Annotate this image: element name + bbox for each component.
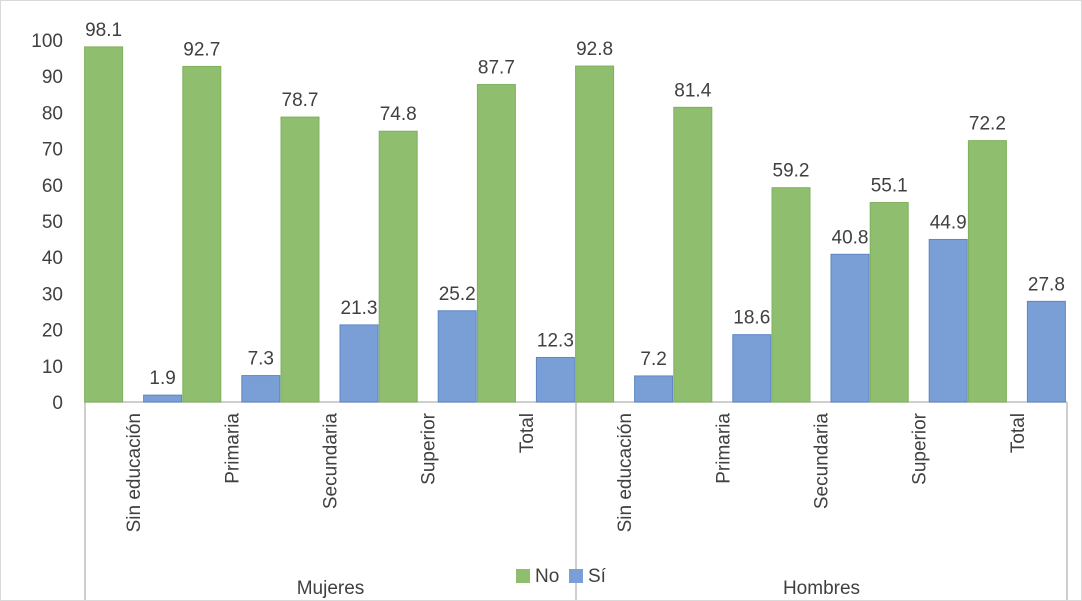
data-label: 59.2	[773, 161, 810, 182]
y-tick-label: 100	[31, 31, 63, 52]
bar-si	[928, 238, 968, 403]
y-tick-label: 60	[42, 176, 63, 197]
data-label: 92.8	[576, 39, 613, 60]
bar-no	[575, 65, 615, 403]
data-label: 81.4	[674, 80, 711, 101]
x-category-label: Secundaria	[812, 413, 833, 510]
data-label: 21.3	[341, 298, 378, 319]
bar-si	[143, 394, 183, 403]
legend-swatch	[569, 569, 583, 583]
bar-si	[241, 375, 281, 403]
data-label: 7.3	[248, 349, 274, 370]
legend-label: Sí	[588, 566, 607, 587]
data-label: 27.8	[1028, 274, 1065, 295]
legend-label: No	[535, 566, 559, 587]
data-label: 78.7	[282, 90, 319, 111]
bar-si	[1026, 300, 1066, 403]
bar-no	[673, 106, 713, 403]
data-label: 98.1	[85, 20, 122, 41]
x-category-label: Superior	[419, 412, 440, 484]
bar-si	[535, 356, 575, 403]
bar-no	[476, 84, 516, 403]
bar-no	[967, 140, 1007, 403]
x-category-label: Total	[517, 413, 538, 453]
data-label: 7.2	[640, 349, 666, 370]
y-tick-label: 70	[42, 140, 63, 161]
bar-si	[634, 375, 674, 403]
data-label: 40.8	[832, 227, 869, 248]
data-label: 87.7	[478, 58, 515, 79]
group-label: Hombres	[783, 578, 860, 599]
data-label: 25.2	[439, 284, 476, 305]
data-label: 92.7	[183, 39, 220, 60]
data-label: 72.2	[969, 114, 1006, 135]
y-tick-label: 30	[42, 284, 63, 305]
bar-no	[280, 116, 320, 403]
bar-no	[378, 130, 418, 403]
legend-swatch	[516, 569, 530, 583]
bar-si	[437, 310, 477, 403]
bar-si	[830, 253, 870, 403]
x-category-label: Primaria	[222, 413, 243, 484]
y-tick-label: 20	[42, 321, 63, 342]
y-tick-label: 0	[52, 393, 63, 414]
bar-no	[771, 187, 811, 403]
y-tick-label: 50	[42, 212, 63, 233]
bar-no	[182, 65, 222, 403]
y-tick-label: 10	[42, 357, 63, 378]
data-label: 18.6	[733, 308, 770, 329]
data-label: 1.9	[149, 368, 175, 389]
y-tick-label: 80	[42, 103, 63, 124]
x-category-label: Superior	[910, 412, 931, 484]
bar-no	[869, 202, 909, 403]
x-category-label: Secundaria	[321, 413, 342, 510]
data-label: 74.8	[380, 104, 417, 125]
data-label: 55.1	[871, 176, 908, 197]
data-label: 12.3	[537, 330, 574, 351]
y-tick-label: 40	[42, 248, 63, 269]
bar-no	[84, 46, 124, 403]
x-category-label: Primaria	[713, 413, 734, 484]
group-label: Mujeres	[297, 578, 365, 599]
y-tick-label: 90	[42, 67, 63, 88]
x-category-label: Sin educación	[124, 413, 145, 532]
x-category-label: Total	[1008, 413, 1029, 453]
bar-si	[732, 334, 772, 403]
bar-si	[339, 324, 379, 403]
data-label: 44.9	[930, 212, 967, 233]
x-category-label: Sin educación	[615, 413, 636, 532]
